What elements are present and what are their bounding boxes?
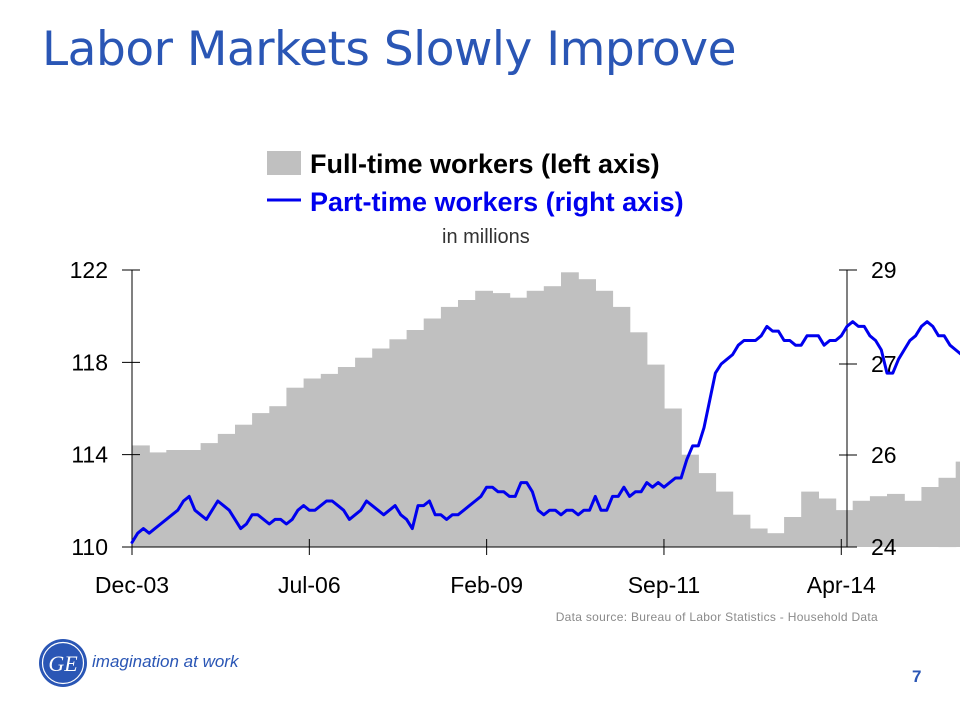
- full-time-bar: [784, 517, 802, 547]
- full-time-bar: [869, 496, 888, 547]
- full-time-bar: [612, 306, 631, 547]
- x-axis-tick-label: Feb-09: [450, 572, 523, 598]
- full-time-bar: [509, 297, 528, 547]
- data-source: Data source: Bureau of Labor Statistics …: [556, 610, 878, 624]
- full-time-bar: [320, 373, 339, 547]
- full-time-bar: [835, 510, 854, 547]
- full-time-bar: [629, 332, 648, 547]
- full-time-bar: [440, 306, 459, 547]
- full-time-bar: [458, 300, 476, 547]
- full-time-bar: [646, 364, 665, 547]
- legend-swatch-full-time: [267, 151, 301, 175]
- full-time-bar: [423, 318, 442, 547]
- full-time-bar: [372, 348, 390, 547]
- full-time-bar: [715, 491, 734, 547]
- left-axis-tick-label: 110: [71, 534, 108, 560]
- ge-logo: GE: [39, 639, 87, 687]
- full-time-bar: [217, 433, 236, 547]
- x-axis-tick-label: Sep-11: [628, 572, 700, 598]
- full-time-bar: [921, 487, 940, 547]
- full-time-bars: [132, 272, 960, 548]
- full-time-bar: [595, 290, 614, 547]
- full-time-bar: [561, 272, 579, 547]
- full-time-bar: [578, 279, 596, 547]
- full-time-bar: [766, 533, 785, 547]
- right-axis-tick-label: 26: [871, 442, 897, 468]
- left-axis-tick-label: 118: [71, 349, 108, 375]
- full-time-bar: [749, 528, 768, 547]
- x-axis-tick-label: Dec-03: [95, 572, 169, 598]
- left-axis-tick-label: 114: [71, 442, 108, 468]
- full-time-bar: [904, 500, 922, 547]
- tagline: imagination at work: [92, 652, 239, 671]
- full-time-bar: [852, 500, 871, 547]
- x-axis-tick-label: Apr-14: [807, 572, 876, 598]
- legend-label-part-time: Part-time workers (right axis): [310, 187, 684, 217]
- full-time-bar: [475, 290, 493, 547]
- part-time-line-group: [130, 320, 960, 544]
- right-axis-tick-label: 24: [871, 534, 897, 560]
- x-axis-tick-label: Jul-06: [278, 572, 341, 598]
- page-number: 7: [912, 667, 922, 686]
- full-time-bar: [406, 330, 425, 547]
- full-time-bar: [955, 461, 960, 547]
- full-time-bar: [269, 406, 288, 547]
- full-time-bar: [664, 408, 682, 547]
- full-time-bar: [938, 477, 957, 548]
- legend-label-full-time: Full-time workers (left axis): [310, 149, 660, 179]
- full-time-bar: [681, 454, 699, 547]
- chart-legend: Full-time workers (left axis) Part-time …: [267, 149, 684, 248]
- full-time-bar: [132, 445, 150, 547]
- full-time-bar: [235, 424, 253, 547]
- full-time-bar: [355, 357, 373, 547]
- full-time-bar: [337, 367, 356, 547]
- full-time-bar: [252, 413, 270, 547]
- full-time-bar: [887, 493, 905, 547]
- full-time-bar: [166, 450, 185, 547]
- left-axis-tick-label: 122: [70, 257, 108, 283]
- chart-subtitle: in millions: [442, 226, 530, 248]
- full-time-bar: [200, 443, 219, 547]
- full-time-bar: [732, 514, 751, 547]
- right-axis-tick-label: 29: [871, 257, 897, 283]
- full-time-bar: [543, 286, 562, 547]
- full-time-bar: [389, 339, 408, 548]
- full-time-bar: [698, 473, 717, 547]
- full-time-bar: [801, 491, 819, 547]
- full-time-bar: [492, 293, 511, 547]
- part-time-line: [130, 320, 960, 544]
- full-time-bar: [183, 450, 202, 547]
- full-time-bar: [526, 290, 545, 547]
- svg-text:GE: GE: [48, 651, 78, 676]
- full-time-bar: [303, 378, 322, 547]
- full-time-bar: [818, 498, 837, 547]
- slide-title: Labor Markets Slowly Improve: [42, 22, 736, 77]
